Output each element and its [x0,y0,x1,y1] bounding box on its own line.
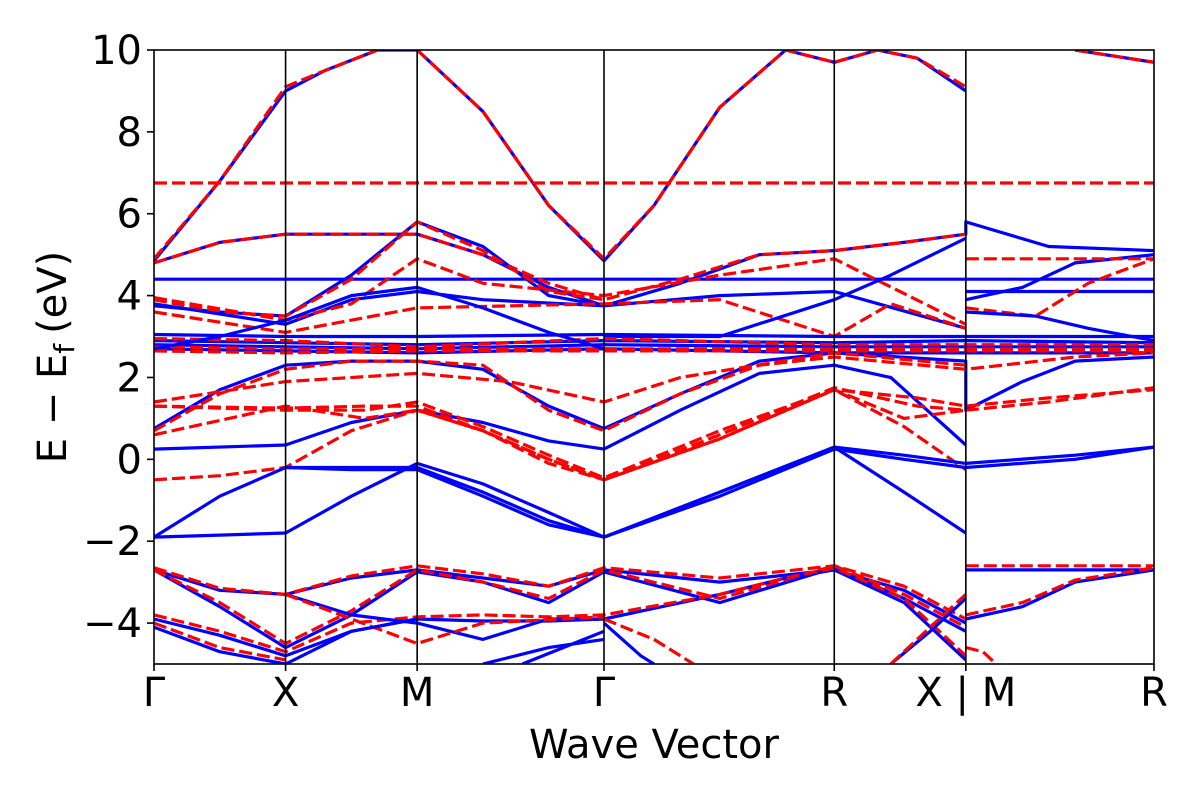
y-tick-label-3: 2 [117,355,142,401]
band-red-30 [154,351,1154,433]
x-tick-label-5: X | M [915,670,1016,716]
band-red-19 [965,257,1154,318]
band-lines [154,50,1154,664]
band-red-47 [285,592,605,646]
band-blue-55 [889,597,967,664]
x-tick-label-6: R [1140,670,1168,716]
band-blue-60 [965,568,1154,621]
band-red-3 [154,50,379,260]
x-ticks: Γ X M Γ R X | M R [143,664,1168,716]
band-red-57 [965,646,998,664]
band-red-11 [154,220,605,318]
band-red-52 [603,617,695,664]
band-blue-29 [154,351,1154,431]
band-blue-39 [285,445,1154,539]
y-tick-label-2: 0 [117,437,142,483]
band-red-35 [154,388,967,482]
band-red-5 [1074,50,1154,64]
band-red-36 [154,388,967,482]
band-blue-53 [521,629,605,664]
y-axis-title-unit: (eV) [30,251,76,334]
band-blue-28 [154,285,605,351]
y-tick-label-5: 6 [117,192,142,238]
band-blue-46 [285,592,604,641]
x-tick-label-2: M [400,670,435,716]
band-blue-1 [416,50,967,263]
y-axis-title-sub: f [48,343,81,354]
band-blue-54 [482,637,605,664]
y-axis-title-main: E − E [30,354,76,464]
band-red-31 [154,351,966,404]
band-red-43 [154,564,967,646]
band-blue-51 [602,621,655,664]
y-tick-label-7: 10 [91,28,142,74]
band-red-61 [965,566,1154,617]
y-axis-title: E − Ef (eV) [30,251,81,464]
x-tick-label-3: Γ [593,670,616,716]
band-red-13 [154,257,967,326]
band-red-34 [154,388,1154,480]
band-red-49 [154,621,286,662]
y-ticks: −4 −2 0 2 4 6 8 10 [83,28,154,647]
band-blue-37 [154,445,967,539]
band-blue-32 [154,363,967,451]
band-blue-48 [154,625,286,664]
band-blue-21 [154,332,1154,339]
x-axis-title: Wave Vector [529,722,780,768]
band-blue-20 [965,310,1154,343]
band-blue-50 [284,617,418,664]
y-tick-label-6: 8 [117,110,142,156]
y-tick-label-1: −2 [83,519,142,565]
y-tick-label-4: 4 [117,274,142,320]
band-red-4 [416,50,967,261]
band-red-33 [154,386,1154,482]
x-tick-label-4: R [820,670,848,716]
x-tick-label-1: X [272,670,299,716]
plot-frame [153,49,1155,665]
y-tick-label-0: −4 [83,601,142,647]
x-tick-label-0: Γ [143,670,166,716]
kpoint-lines [284,50,967,664]
band-red-14 [154,298,967,339]
